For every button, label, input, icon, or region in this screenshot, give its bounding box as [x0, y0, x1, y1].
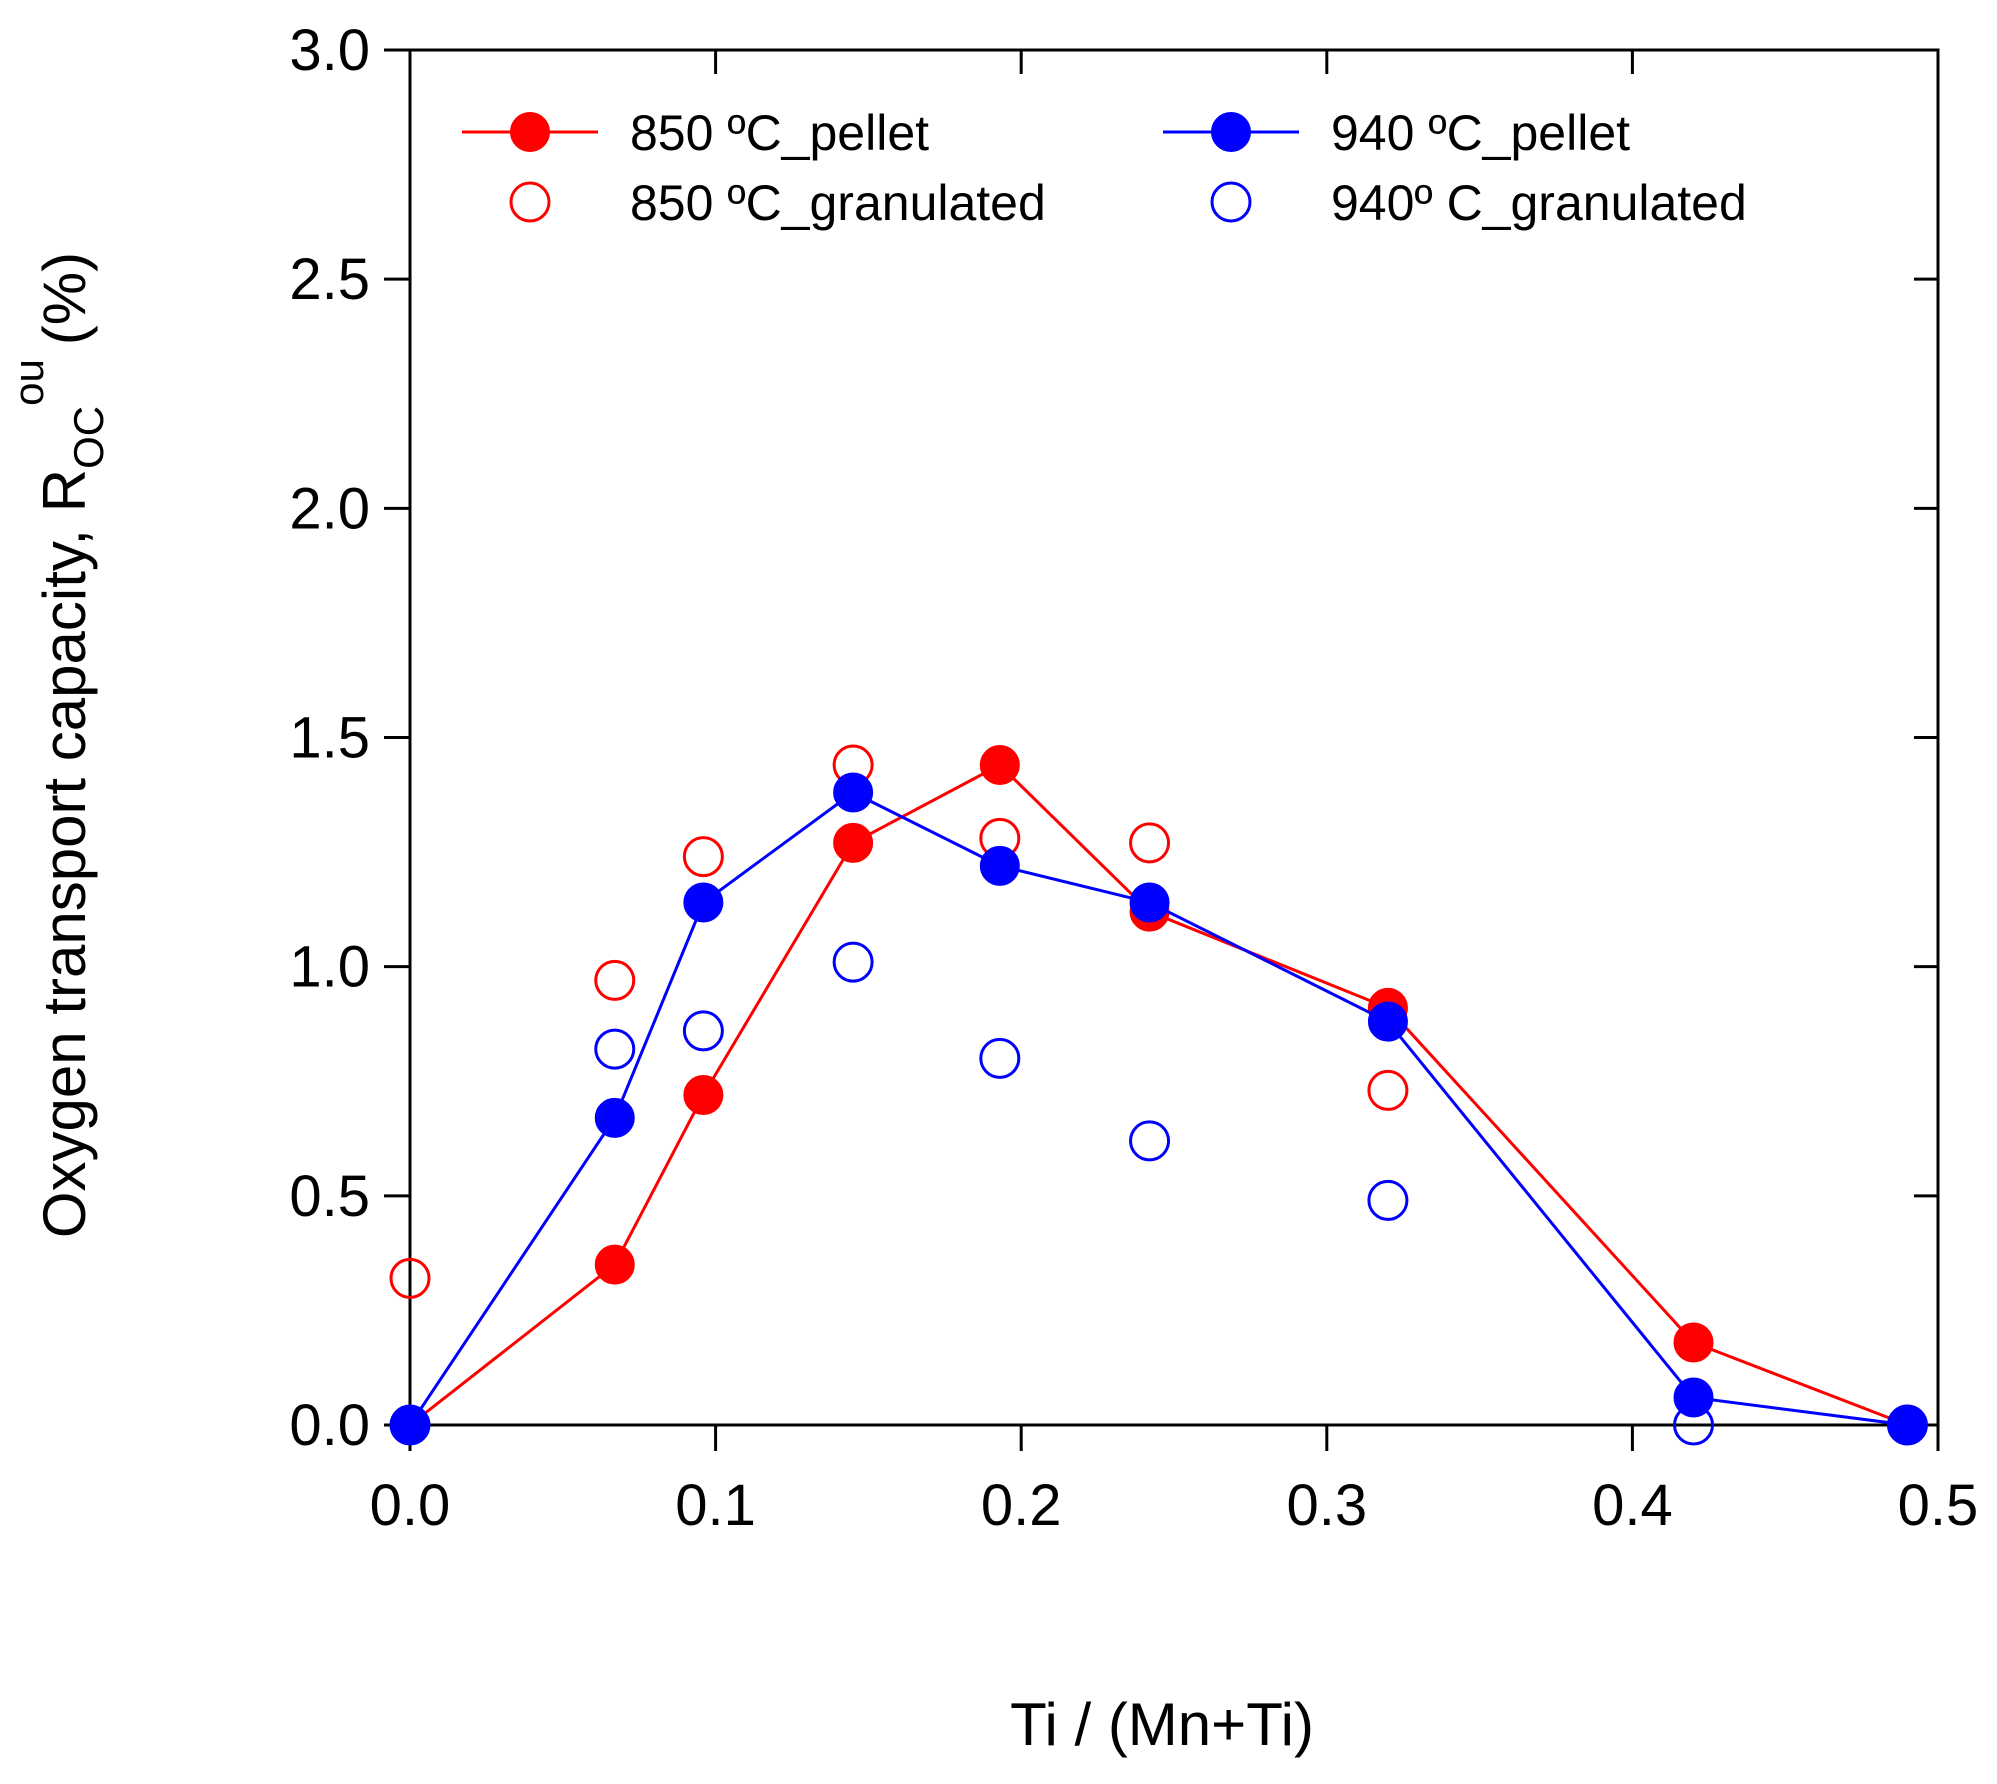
series-850-c-pellet: [390, 745, 1928, 1445]
data-point: [683, 1075, 724, 1115]
x-tick-label: 0.5: [1898, 1473, 1979, 1538]
data-point: [1367, 1179, 1409, 1221]
legend-label: 850 ºC_pellet: [630, 105, 929, 161]
data-point: [389, 1257, 431, 1299]
x-tick-label: 0.1: [675, 1473, 756, 1538]
legend-marker: [1210, 181, 1252, 223]
y-tick-label: 3.0: [289, 18, 370, 83]
data-point: [979, 745, 1020, 785]
legend-marker: [1211, 112, 1251, 152]
x-tick-label: 0.4: [1592, 1473, 1673, 1538]
legend-item: 940º C_granulated: [1210, 175, 1747, 231]
y-axis: 0.0 0.5 1.0 1.5 2.0 2.5 3.0: [289, 18, 1938, 1458]
series-layer: [389, 744, 1928, 1446]
legend-marker: [509, 181, 551, 223]
x-tick-label: 0.0: [370, 1473, 451, 1538]
x-tick-label: 0.2: [981, 1473, 1062, 1538]
data-point: [1367, 1069, 1409, 1111]
data-point: [1129, 882, 1170, 923]
y-axis-title-main: Oxygen transport capacity, R: [31, 469, 98, 1238]
data-point: [683, 882, 724, 923]
data-point: [832, 941, 874, 983]
data-point: [1129, 1120, 1171, 1162]
legend-label: 940 ºC_pellet: [1331, 105, 1630, 161]
y-axis-title-unit: (%): [31, 252, 98, 345]
x-tick-label: 0.3: [1286, 1473, 1367, 1538]
y-tick-label: 1.0: [289, 935, 370, 1000]
data-point: [979, 845, 1020, 886]
data-point: [979, 1037, 1021, 1079]
y-tick-label: 0.5: [289, 1164, 370, 1229]
legend-item: 940 ºC_pellet: [1163, 105, 1630, 161]
y-axis-title-subscript: OC: [65, 406, 112, 469]
legend-marker: [510, 112, 550, 152]
x-axis: 0.0 0.1 0.2 0.3 0.4 0.5: [370, 50, 1979, 1538]
data-point: [594, 1097, 635, 1138]
legend-label: 850 ºC_granulated: [630, 175, 1046, 231]
series-940-c-granulated: [389, 941, 1928, 1446]
data-point: [389, 1404, 431, 1446]
data-point: [1673, 1322, 1714, 1363]
legend-item: 850 ºC_granulated: [509, 175, 1046, 231]
data-point: [833, 772, 874, 813]
data-point: [594, 959, 636, 1001]
legend: 850 ºC_pellet 850 ºC_granulated 940 ºC_pel…: [462, 105, 1747, 231]
x-axis-title: Ti / (Mn+Ti): [1010, 1691, 1314, 1758]
data-point: [833, 822, 874, 863]
y-axis-title-superscript: ou: [5, 359, 52, 406]
data-point: [1129, 822, 1171, 864]
data-point: [682, 1010, 724, 1052]
legend-item: 850 ºC_pellet: [462, 105, 929, 161]
data-point: [1367, 1001, 1408, 1042]
series-940-c-pellet: [390, 772, 1928, 1445]
series-850-c-granulated: [389, 744, 1409, 1299]
y-tick-label: 2.0: [289, 476, 370, 541]
legend-label: 940º C_granulated: [1331, 175, 1747, 231]
y-tick-label: 1.5: [289, 706, 370, 771]
data-point: [594, 1244, 635, 1285]
data-point: [1673, 1404, 1715, 1446]
data-point: [594, 1028, 636, 1070]
data-point: [1886, 1404, 1928, 1446]
y-axis-title: Oxygen transport capacity, ROC ou (%): [5, 252, 112, 1238]
y-tick-label: 0.0: [289, 1393, 370, 1458]
y-tick-label: 2.5: [289, 247, 370, 312]
data-point: [682, 836, 724, 878]
